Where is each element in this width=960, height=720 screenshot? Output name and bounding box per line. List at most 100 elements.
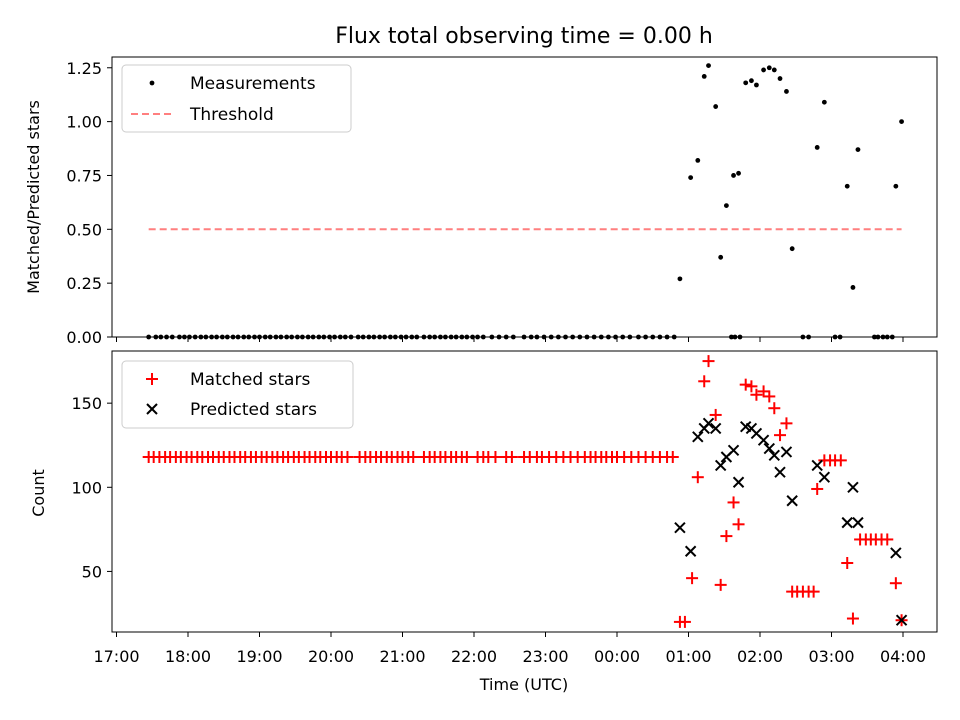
matched-star-point — [698, 375, 711, 388]
measurement-point — [164, 334, 169, 340]
measurement-point — [209, 334, 214, 340]
matched-star-point — [807, 585, 820, 598]
x-tick-label: 23:00 — [522, 647, 568, 666]
measurement-point — [893, 183, 899, 189]
measurement-point — [273, 334, 279, 340]
measurement-point — [387, 334, 393, 340]
measurement-point — [832, 334, 838, 340]
measurement-point — [153, 334, 159, 340]
legend-predicted-label: Predicted stars — [190, 400, 317, 420]
predicted-star-point — [890, 547, 902, 559]
measurement-point — [732, 334, 738, 340]
matched-star-point — [714, 578, 727, 591]
measurement-point — [837, 334, 843, 340]
measurement-point — [555, 334, 561, 340]
measurement-point — [814, 145, 820, 150]
legend-measurements-label: Measurements — [190, 74, 316, 94]
measurement-point — [718, 254, 724, 260]
measurement-point — [789, 246, 795, 252]
measurement-point — [342, 334, 348, 340]
measurement-point — [754, 82, 759, 88]
x-tick-label: 17:00 — [93, 647, 139, 666]
measurement-point — [246, 334, 252, 340]
top-legend: Measurements Threshold — [121, 64, 352, 133]
measurement-point — [241, 334, 247, 340]
measurement-point — [316, 334, 322, 340]
measurement-point — [475, 334, 480, 340]
measurement-point — [771, 67, 777, 73]
matched-star-point — [780, 417, 793, 430]
measurement-point — [695, 157, 701, 163]
measurement-point — [570, 334, 576, 340]
matched-star-point — [811, 482, 824, 495]
measurement-point — [235, 334, 241, 340]
matched-star-point — [720, 530, 733, 543]
measurement-point — [366, 334, 372, 340]
matched-star-point — [774, 429, 787, 442]
measurement-point — [855, 147, 861, 153]
measurement-point — [310, 334, 316, 340]
measurement-point — [403, 334, 409, 340]
matched-star-point — [666, 451, 679, 464]
measurement-point — [146, 334, 152, 340]
x-tick-label: 03:00 — [808, 647, 854, 666]
top-y-axis-label: Matched/Predicted stars — [24, 100, 43, 294]
measurement-point — [643, 334, 648, 340]
measurement-point — [230, 334, 236, 340]
x-tick-label: 04:00 — [880, 647, 926, 666]
x-tick-label: 02:00 — [737, 647, 783, 666]
measurement-point — [766, 65, 772, 71]
predicted-star-point — [895, 614, 908, 626]
predicted-star-point — [780, 446, 793, 458]
measurement-point — [534, 334, 540, 340]
matched-star-point — [505, 451, 518, 464]
measurement-point — [348, 334, 354, 340]
chart-title: Flux total observing time = 0.00 h — [335, 24, 713, 49]
measurement-point — [677, 276, 683, 282]
measurement-point — [427, 334, 433, 340]
measurement-point — [749, 78, 754, 84]
legend-matched-marker — [146, 373, 158, 385]
predicted-star-point — [763, 442, 776, 455]
matched-star-point — [678, 615, 691, 628]
measurement-point — [443, 334, 448, 340]
measurement-point — [671, 334, 677, 340]
measurement-point — [899, 119, 904, 125]
measurement-point — [777, 76, 783, 81]
predicted-star-point — [709, 422, 722, 435]
top-plot-area — [146, 63, 904, 340]
measurement-point — [448, 334, 454, 340]
measurement-point — [577, 334, 583, 340]
top-y-tick-label: 0.00 — [66, 328, 102, 347]
measurement-point — [723, 203, 729, 209]
matched-star-point — [745, 380, 758, 393]
measurement-point — [459, 334, 465, 340]
top-y-tick-label: 0.50 — [66, 220, 102, 239]
measurement-point — [510, 334, 516, 340]
top-y-tick-label: 1.25 — [66, 59, 102, 78]
predicted-star-point — [786, 495, 798, 507]
measurement-point — [688, 175, 694, 181]
bottom-y-tick-label: 100 — [71, 478, 102, 497]
legend-matched-label: Matched stars — [190, 370, 310, 390]
predicted-star-point — [818, 471, 831, 483]
measurement-point — [743, 80, 749, 86]
predicted-star-point — [841, 516, 853, 529]
bottom-axes-frame — [111, 350, 938, 633]
bottom-axes: 17:00 18:00 19:00 20:00 21:00 22:00 23:00 00:00… — [71, 394, 926, 666]
x-tick-label: 18:00 — [165, 647, 211, 666]
bottom-plot-area — [142, 355, 908, 628]
measurement-point — [262, 334, 268, 340]
measurement-point — [480, 334, 486, 340]
measurement-point — [821, 99, 827, 105]
measurement-point — [437, 334, 443, 340]
measurement-point — [713, 104, 719, 109]
x-tick-label: 19:00 — [236, 647, 282, 666]
measurement-point — [806, 334, 812, 340]
predicted-star-point — [847, 481, 859, 494]
measurement-point — [884, 334, 890, 340]
measurement-point — [377, 334, 383, 340]
measurement-point — [606, 334, 611, 340]
measurement-point — [224, 334, 230, 340]
x-tick-label: 01:00 — [665, 647, 711, 666]
